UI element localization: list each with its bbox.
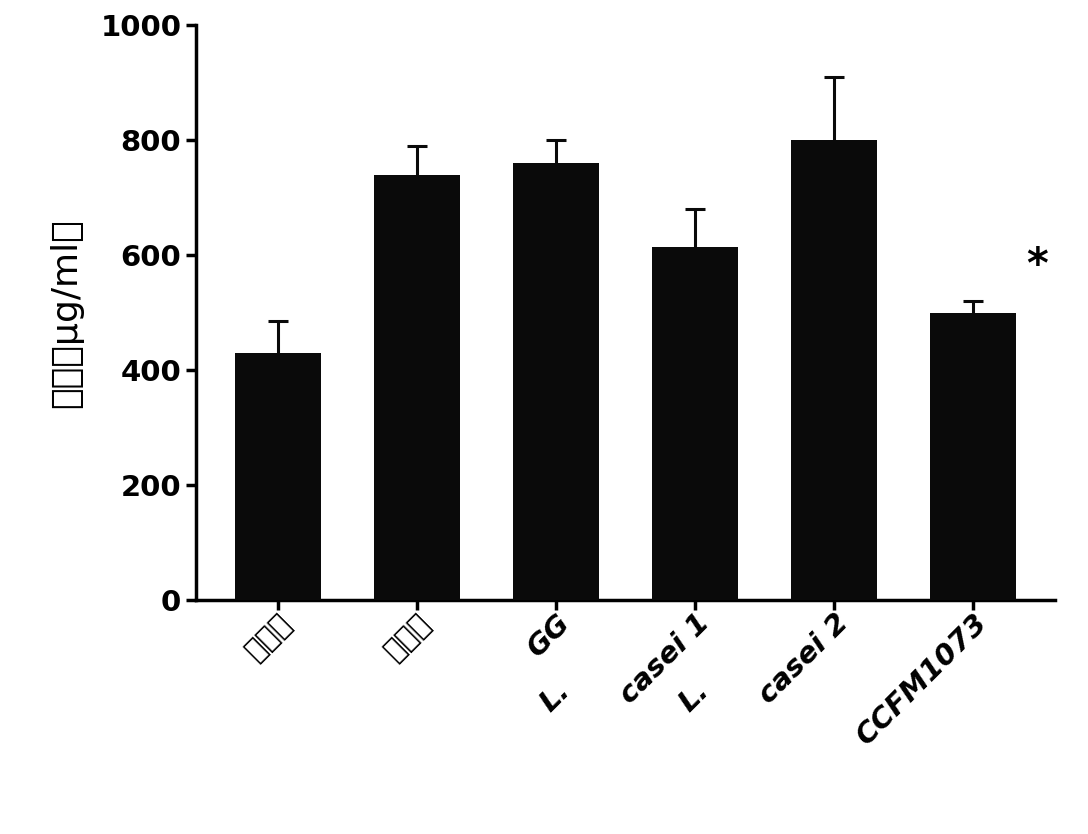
Bar: [512, 163, 599, 600]
Text: L.: L.: [675, 677, 715, 717]
Bar: [374, 174, 460, 600]
Text: casei 1: casei 1: [615, 609, 715, 710]
Text: GG: GG: [522, 609, 576, 662]
Text: *: *: [1026, 245, 1048, 287]
Text: CCFM1073: CCFM1073: [851, 609, 993, 751]
Text: 模型组: 模型组: [380, 609, 437, 666]
Text: L.: L.: [535, 677, 576, 717]
Text: 空白组: 空白组: [240, 609, 298, 666]
Y-axis label: 浓度（μg/ml）: 浓度（μg/ml）: [50, 218, 84, 408]
Bar: [791, 140, 877, 600]
Bar: [930, 313, 1016, 600]
Bar: [652, 247, 739, 600]
Bar: [235, 353, 321, 600]
Text: casei 2: casei 2: [753, 609, 854, 710]
